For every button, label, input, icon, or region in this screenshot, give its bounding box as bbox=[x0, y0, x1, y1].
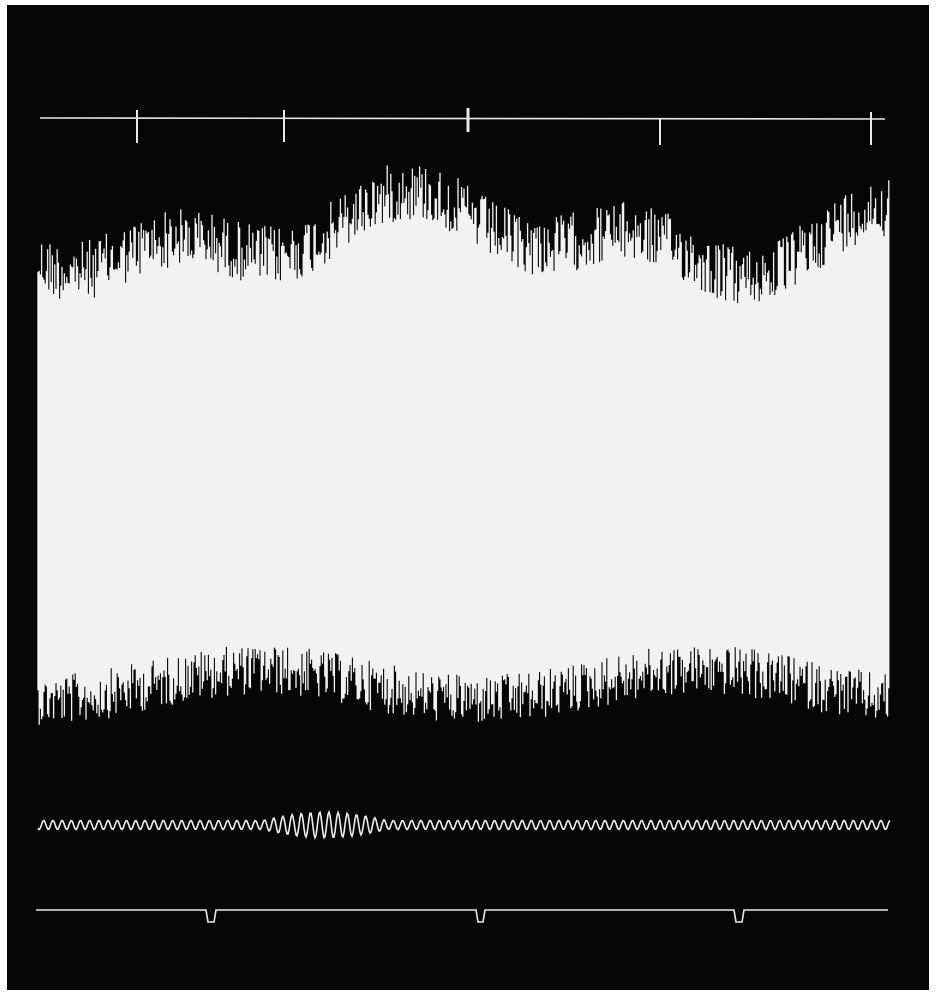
page: (() => { JSON.parse(document.getElementB… bbox=[0, 0, 937, 996]
oscillograph-photo bbox=[0, 0, 937, 996]
marker-baseline bbox=[40, 118, 885, 119]
